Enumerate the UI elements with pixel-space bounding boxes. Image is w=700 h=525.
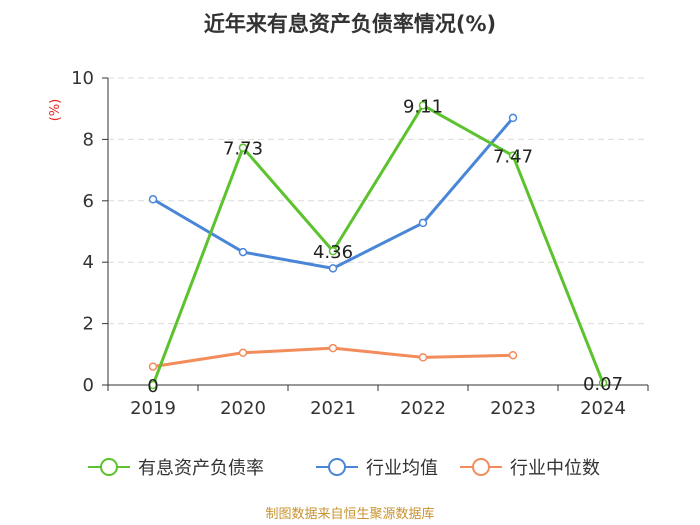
x-tick-label: 2024 bbox=[580, 398, 626, 419]
y-tick-label: 6 bbox=[83, 191, 94, 212]
axes: 0 2 4 6 8 10 2019 2020 2021 2022 2023 2024 bbox=[71, 68, 649, 419]
y-axis-unit: (%) bbox=[48, 99, 63, 122]
legend-swatch-marker bbox=[328, 458, 346, 476]
x-tick-label: 2021 bbox=[310, 398, 356, 419]
data-point bbox=[418, 218, 428, 228]
data-point bbox=[328, 343, 338, 353]
legend-item: 行业中位数 bbox=[460, 458, 600, 479]
data-label: 4.36 bbox=[313, 242, 353, 263]
data-point bbox=[328, 246, 338, 256]
data-point bbox=[508, 151, 518, 160]
data-point bbox=[148, 195, 158, 204]
data-point bbox=[238, 247, 248, 257]
data-point bbox=[148, 380, 158, 390]
legend-label: 行业中位数 bbox=[510, 458, 600, 479]
data-label: 7.47 bbox=[493, 147, 533, 168]
y-tick-label: 0 bbox=[83, 375, 94, 396]
legend-label: 有息资产负债率 bbox=[138, 458, 264, 479]
legend: 有息资产负债率 行业均值 行业中位数 bbox=[88, 458, 600, 479]
data-point bbox=[148, 362, 158, 371]
x-tick-label: 2020 bbox=[220, 398, 266, 419]
legend-swatch-marker bbox=[472, 458, 490, 476]
data-point bbox=[238, 348, 248, 358]
y-tick-label: 8 bbox=[83, 129, 94, 150]
data-labels: 0 7.73 4.36 9.11 7.47 0.07 bbox=[147, 96, 623, 397]
data-point bbox=[238, 143, 248, 152]
y-tick-label: 10 bbox=[71, 68, 94, 89]
y-tick-label: 2 bbox=[83, 314, 94, 335]
source-note: 制图数据来自恒生聚源数据库 bbox=[265, 506, 434, 522]
data-point bbox=[328, 264, 338, 273]
x-tick-label: 2022 bbox=[400, 398, 446, 419]
data-point bbox=[598, 378, 608, 388]
legend-label: 行业均值 bbox=[366, 458, 438, 479]
legend-item: 有息资产负债率 bbox=[88, 458, 264, 479]
series-lines bbox=[148, 101, 608, 390]
data-point bbox=[418, 101, 428, 110]
chart-title: 近年来有息资产负债率情况(%) bbox=[204, 12, 496, 36]
data-label: 7.73 bbox=[223, 139, 263, 160]
series-line bbox=[151, 103, 605, 386]
data-point bbox=[508, 113, 518, 123]
x-tick-label: 2023 bbox=[490, 398, 536, 419]
data-point bbox=[508, 350, 518, 360]
legend-swatch-marker bbox=[100, 458, 118, 476]
y-tick-label: 4 bbox=[83, 252, 94, 273]
legend-item: 行业均值 bbox=[316, 458, 438, 479]
data-point bbox=[418, 353, 428, 362]
data-label: 0.07 bbox=[583, 374, 623, 395]
x-tick-label: 2019 bbox=[130, 398, 176, 419]
data-label: 0 bbox=[147, 376, 158, 397]
data-label: 9.11 bbox=[403, 96, 443, 117]
